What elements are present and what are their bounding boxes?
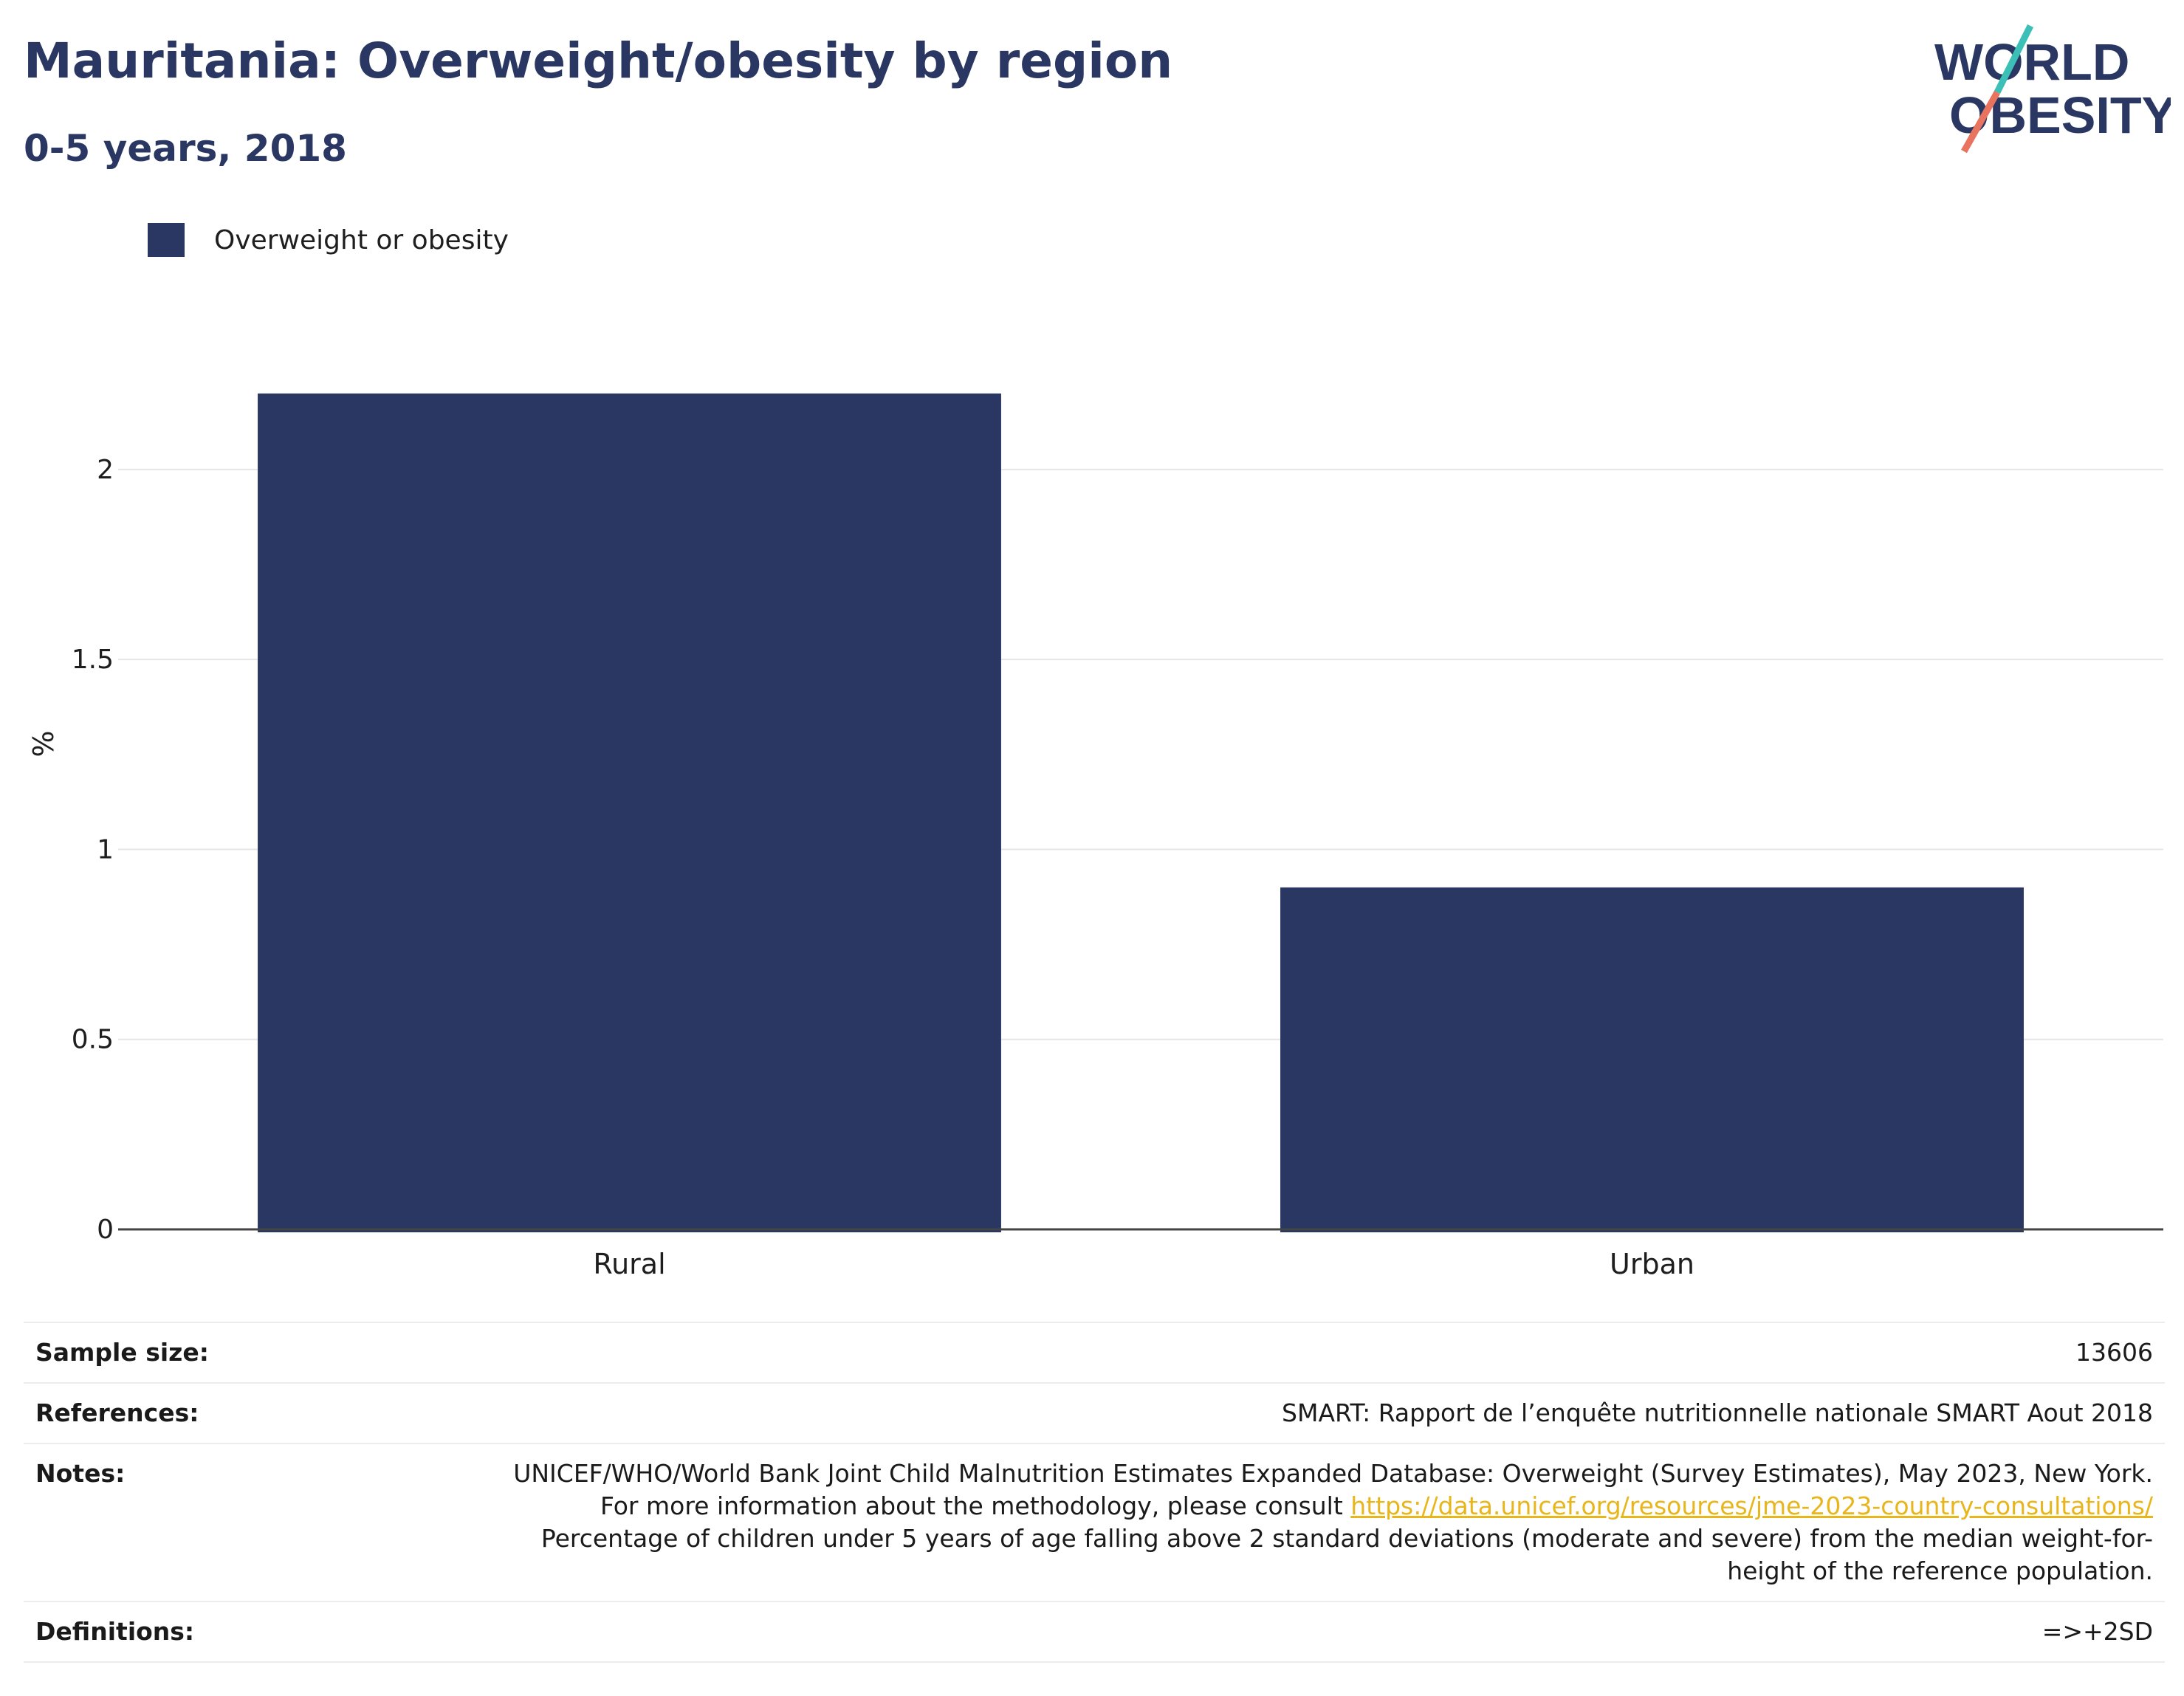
definitions-row: Definitions: =>+2SD (24, 1601, 2165, 1663)
sample-size-label: Sample size: (35, 1338, 209, 1367)
legend-swatch (148, 223, 185, 257)
definitions-value: =>+2SD (2042, 1617, 2153, 1646)
notes-row: Notes: UNICEF/WHO/World Bank Joint Child… (24, 1443, 2165, 1601)
chart-title: Mauritania: Overweight/obesity by region (24, 32, 1173, 89)
x-tick-label: Rural (593, 1248, 665, 1280)
sample-size-value: 13606 (2075, 1338, 2153, 1367)
y-tick-label: 0 (97, 1215, 114, 1245)
notes-definition-text: Percentage of children under 5 years of … (540, 1524, 2153, 1585)
world-obesity-logo: WORLD OBESITY (1934, 24, 2171, 154)
logo-text-world: WORLD (1934, 33, 2129, 91)
references-value: SMART: Rapport de l’enquête nutritionnel… (1282, 1398, 2153, 1427)
x-tick-label: Urban (1610, 1248, 1694, 1280)
bar-urban (1280, 887, 2024, 1232)
notes-label: Notes: (35, 1459, 126, 1488)
y-tick-label: 2 (97, 455, 114, 485)
y-axis-title: % (27, 730, 60, 757)
notes-table: Sample size: 13606 References: SMART: Ra… (24, 1322, 2165, 1663)
y-tick-label: 1 (97, 834, 114, 865)
definitions-label: Definitions: (35, 1617, 195, 1646)
logo-slash-top (1994, 24, 2034, 95)
notes-text: UNICEF/WHO/World Bank Joint Child Malnut… (513, 1459, 2153, 1520)
notes-value: UNICEF/WHO/World Bank Joint Child Malnut… (470, 1458, 2153, 1587)
legend-label: Overweight or obesity (214, 224, 509, 255)
chart-legend: Overweight or obesity (148, 222, 509, 258)
y-tick-label: 1.5 (72, 645, 114, 675)
methodology-link[interactable]: https://data.unicef.org/resources/jme-20… (1350, 1491, 2153, 1520)
chart-subtitle: 0-5 years, 2018 (24, 127, 347, 170)
bar-chart: 0 0.5 1 1.5 2 Rural Urban% (27, 393, 2163, 1280)
sample-size-row: Sample size: 13606 (24, 1322, 2165, 1382)
references-label: References: (35, 1398, 199, 1427)
logo-slash-bottom (1961, 90, 2000, 154)
bar-rural (258, 393, 1001, 1232)
references-row: References: SMART: Rapport de l’enquête … (24, 1382, 2165, 1443)
y-tick-label: 0.5 (72, 1025, 114, 1055)
